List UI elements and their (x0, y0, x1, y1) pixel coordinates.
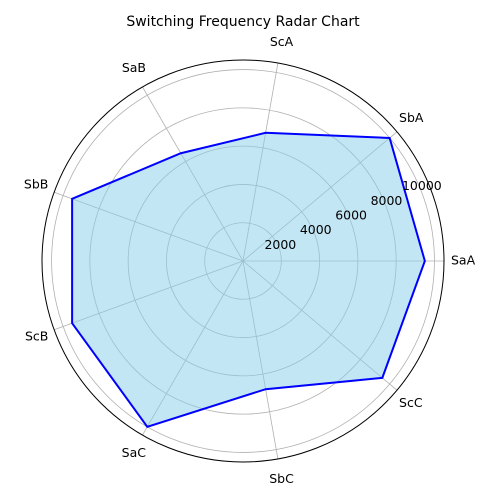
radial-tick-label: 10000 (402, 178, 442, 193)
chart-title: Switching Frequency Radar Chart (126, 14, 360, 30)
category-label: ScB (25, 328, 48, 343)
outer-frame (41, 59, 445, 463)
category-label: SbA (399, 110, 424, 125)
series-area (72, 132, 425, 427)
series-layer (71, 131, 426, 428)
radial-tick-label: 2000 (264, 237, 296, 252)
category-label: SbC (269, 471, 294, 486)
category-label: SaB (122, 60, 146, 75)
category-label: ScC (399, 395, 423, 410)
category-label: SaA (451, 253, 476, 268)
category-label: SbB (24, 177, 48, 192)
radial-tick-label: 6000 (335, 208, 367, 223)
series-line (71, 131, 426, 428)
radial-tick-label: 8000 (371, 193, 403, 208)
category-label: SaC (122, 445, 147, 460)
category-label: ScA (270, 34, 294, 49)
radial-tick-label: 4000 (300, 222, 332, 237)
